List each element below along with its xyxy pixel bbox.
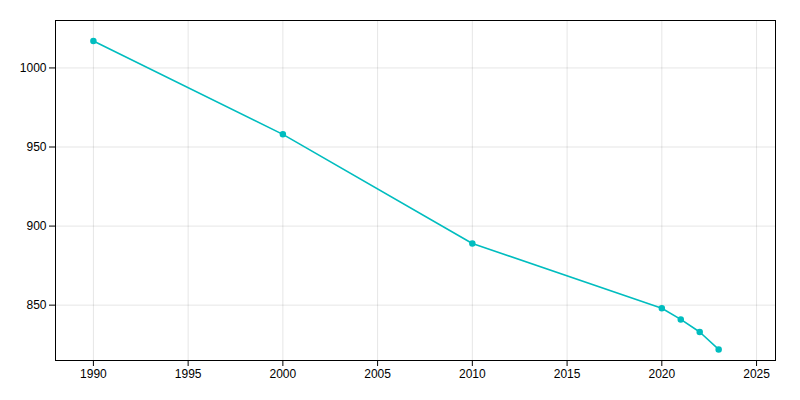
svg-text:2010: 2010 <box>459 367 486 381</box>
svg-text:2015: 2015 <box>554 367 581 381</box>
svg-text:1995: 1995 <box>175 367 202 381</box>
svg-text:1990: 1990 <box>80 367 107 381</box>
svg-text:1000: 1000 <box>20 61 47 75</box>
svg-text:2020: 2020 <box>648 367 675 381</box>
svg-text:2025: 2025 <box>743 367 770 381</box>
svg-text:2005: 2005 <box>364 367 391 381</box>
svg-text:2000: 2000 <box>270 367 297 381</box>
svg-text:950: 950 <box>26 140 46 154</box>
svg-text:850: 850 <box>26 298 46 312</box>
svg-text:900: 900 <box>26 219 46 233</box>
